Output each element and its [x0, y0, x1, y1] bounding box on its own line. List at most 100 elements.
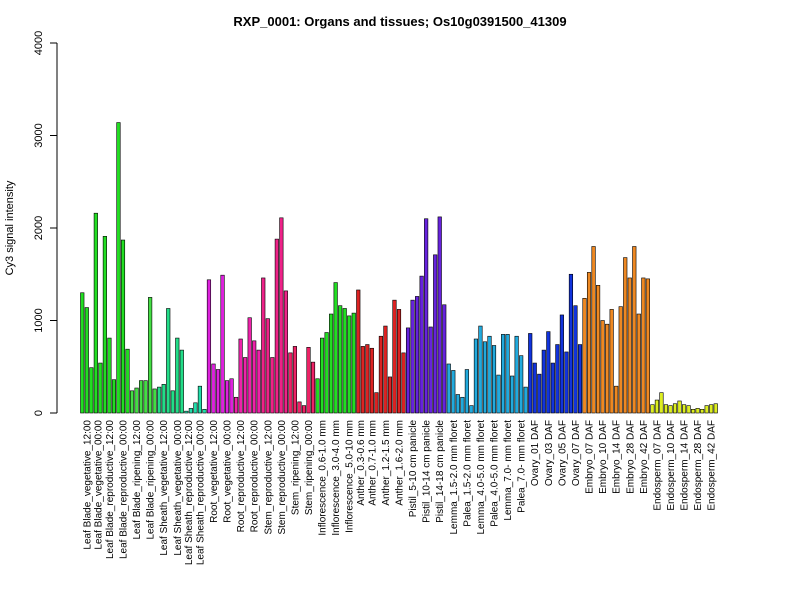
bar [537, 373, 542, 414]
x-tick-label: Stem_reproductive_00:00 [277, 420, 288, 535]
bar [161, 384, 166, 414]
bar [546, 331, 551, 414]
x-tick-label: Ovary_05 DAF [557, 420, 568, 486]
bars-group [80, 122, 718, 414]
bar [650, 404, 655, 414]
x-tick-label: Embryo_28 DAF [625, 420, 636, 494]
bar [491, 345, 497, 414]
bar [596, 285, 601, 414]
bar [107, 337, 112, 414]
bar [342, 308, 347, 414]
bar [496, 374, 501, 414]
bar [193, 402, 198, 414]
bar [419, 275, 424, 414]
bar [234, 396, 239, 414]
bar [532, 362, 537, 414]
bar [568, 273, 574, 414]
x-tick-label: Lemma_7.0- mm floret [503, 420, 514, 521]
bar [681, 404, 687, 414]
x-tick-label: Root_reproductive_00:00 [250, 420, 261, 533]
bar [433, 254, 438, 414]
bar [120, 239, 126, 414]
bar [691, 408, 696, 414]
bar [428, 326, 433, 414]
bar [369, 347, 374, 414]
chart-title: RXP_0001: Organs and tissues; Os10g03915… [233, 14, 566, 29]
bar [206, 279, 212, 414]
bar [614, 385, 619, 414]
x-tick-label: Leaf Blade_ripening_12:00 [132, 420, 143, 540]
y-tick-label: 1000 [33, 308, 45, 332]
bar [387, 376, 393, 414]
y-tick-label: 3000 [33, 123, 45, 147]
bar [487, 335, 492, 414]
bar [482, 341, 488, 414]
bar [700, 408, 705, 414]
x-tick-label: Anther_0.7-1.0 mm [367, 420, 378, 506]
bar [224, 380, 230, 414]
bar [111, 379, 116, 414]
x-tick-label: Inflorescence_3.0-4.0 mm [331, 420, 342, 536]
x-tick-label: Palea_1.5-2.0 mm floret [462, 420, 473, 527]
bar [519, 355, 524, 414]
x-tick-label: Endosperm_07 DAF [652, 420, 663, 511]
x-tick-label: Pistil_5-10 cm panicle [408, 420, 419, 518]
x-tick-label: Palea_4.0-5.0 mm floret [490, 420, 501, 527]
bar [713, 403, 718, 414]
x-tick-label: Anther_1.6-2.0 mm [395, 420, 406, 506]
x-axis-labels: Leaf Blade_vegetative_12:00 Leaf Blade_ve… [82, 420, 717, 566]
bar [292, 346, 297, 414]
x-tick-label: Leaf Blade_ripening_00:00 [146, 420, 157, 540]
bar [632, 246, 637, 414]
x-tick-label: Root_vegetative_12:00 [209, 420, 220, 523]
bar [179, 349, 184, 414]
bar [360, 346, 365, 414]
bar [392, 299, 397, 414]
x-tick-label: Leaf Sheath_vegetative_00:00 [173, 420, 184, 556]
bar [609, 309, 614, 414]
bar [378, 335, 383, 414]
x-tick-label: Ovary_01 DAF [530, 420, 541, 486]
bar [424, 218, 429, 414]
bar [410, 299, 415, 414]
x-tick-label: Embryo_07 DAF [585, 420, 596, 494]
bar [405, 327, 411, 414]
bar [555, 344, 560, 414]
x-tick-label: Leaf Blade_vegetative_12:00 [82, 420, 93, 550]
bar [170, 390, 175, 414]
bar [220, 274, 225, 414]
x-tick-label: Leaf Sheath_reproductive_12:00 [184, 420, 195, 566]
bar [523, 386, 528, 414]
bar [274, 238, 279, 414]
x-tick-label: Leaf Blade_reproductive_00:00 [118, 420, 129, 559]
bar [125, 348, 130, 414]
bar [600, 320, 605, 414]
x-tick-label: Endosperm_28 DAF [693, 420, 704, 511]
bar [704, 405, 709, 414]
bar [455, 394, 460, 414]
bar [80, 292, 85, 414]
bar [338, 305, 343, 414]
bar [297, 401, 302, 414]
bar [333, 282, 338, 414]
bar [243, 357, 248, 414]
bar [134, 387, 139, 414]
bar [623, 257, 628, 414]
bar [148, 297, 153, 414]
bar [586, 272, 592, 414]
bar [677, 400, 682, 414]
bar [347, 315, 352, 414]
bar [175, 337, 180, 414]
bar [329, 313, 334, 414]
bar [396, 309, 402, 414]
bar [102, 236, 107, 414]
bar [139, 380, 144, 414]
x-tick-label: Root_vegetative_00:00 [223, 420, 234, 523]
bar [84, 307, 89, 414]
x-tick-label: Stem_ripening_00:00 [304, 420, 315, 516]
bar [157, 386, 162, 414]
bar [152, 388, 157, 414]
x-tick-label: Embryo_10 DAF [598, 420, 609, 494]
y-tick-label: 0 [33, 410, 45, 416]
x-tick-label: Leaf Blade_reproductive_12:00 [105, 420, 116, 559]
